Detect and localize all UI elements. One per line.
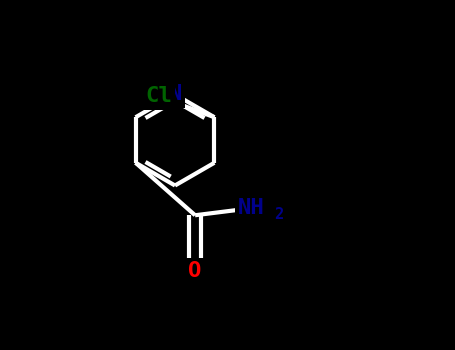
Text: NH: NH [238, 198, 264, 218]
Text: Cl: Cl [145, 86, 172, 106]
Text: O: O [188, 261, 202, 281]
Text: 2: 2 [274, 207, 283, 222]
Text: N: N [168, 84, 182, 105]
